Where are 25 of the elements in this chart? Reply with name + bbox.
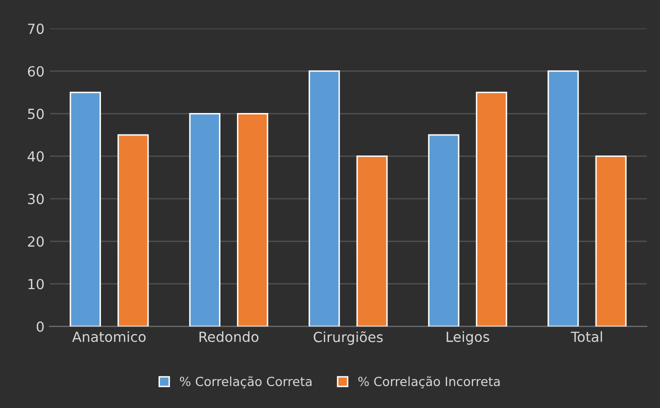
y-tick-label: 40 <box>28 151 44 162</box>
x-tick-label: Leigos <box>446 331 490 345</box>
bar <box>356 156 388 326</box>
x-tick-label: Cirurgiões <box>314 331 383 345</box>
y-tick-label: 50 <box>28 108 44 120</box>
x-tick-label: Anatomico <box>72 331 146 342</box>
y-tick-label: 10 <box>28 278 44 290</box>
bar <box>189 112 220 326</box>
y-tick-label: 20 <box>28 236 44 247</box>
y-tick-label: 30 <box>28 194 44 204</box>
bar <box>595 156 627 326</box>
bar <box>476 92 508 326</box>
bar <box>117 134 149 326</box>
y-tick-label: 0 <box>36 321 44 332</box>
bar <box>428 134 460 326</box>
x-tick-label: Redondo <box>200 331 258 342</box>
legend-label: % Correlação Correta <box>180 376 312 388</box>
y-tick-label: 60 <box>28 66 44 77</box>
bar <box>548 70 579 326</box>
y-tick-label: 70 <box>28 24 44 34</box>
x-tick-label: Total <box>570 331 602 342</box>
bar <box>70 92 101 326</box>
bar <box>308 70 340 326</box>
legend-label: % Correlação Incorreta <box>358 376 500 388</box>
bar <box>236 112 268 326</box>
